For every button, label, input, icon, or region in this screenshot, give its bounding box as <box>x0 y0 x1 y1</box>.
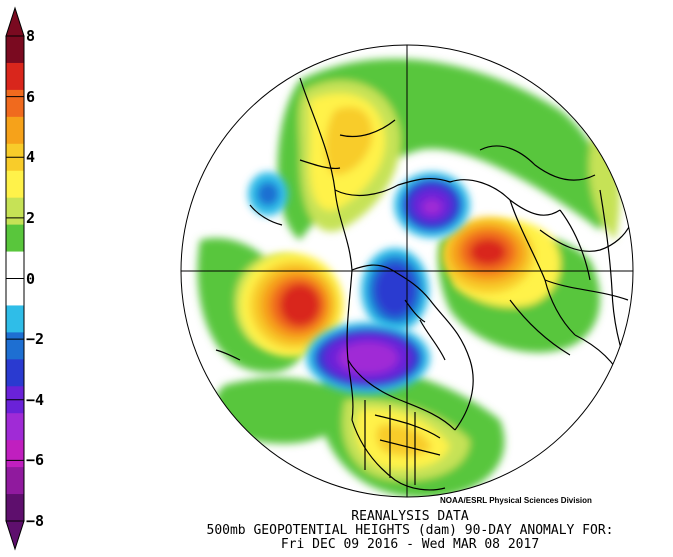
colorbar-segment <box>6 413 24 441</box>
colorbar-segment <box>6 278 24 306</box>
colorbar-tick-label: −6 <box>26 451 45 470</box>
colorbar-segment <box>6 494 24 522</box>
credit-label: NOAA/ESRL Physical Sciences Division <box>440 496 592 505</box>
colorbar-tick-label: −2 <box>26 330 45 349</box>
colorbar-segment <box>6 467 24 495</box>
caption-line-2: 500mb GEOPOTENTIAL HEIGHTS (dam) 90-DAY … <box>206 523 614 538</box>
colorbar-segment <box>6 359 24 387</box>
colorbar-tick-label: 0 <box>26 269 36 288</box>
colorbar-tick-label: −8 <box>26 512 45 530</box>
colorbar-segment <box>6 170 24 199</box>
colorbar-tick-label: 8 <box>26 27 36 45</box>
colorbar-segment <box>6 62 24 91</box>
colorbar-segment <box>6 251 24 279</box>
colorbar-tick-label: 6 <box>26 87 36 106</box>
colorbar-segment <box>6 305 24 333</box>
colorbar-segment <box>6 36 24 64</box>
colorbar-segment <box>6 116 24 145</box>
colorbar-segment <box>6 224 24 253</box>
color-scale-bar <box>5 6 25 551</box>
colorbar-tick-label: −4 <box>26 390 45 409</box>
caption-line-3: Fri DEC 09 2016 - Wed MAR 08 2017 <box>280 537 540 552</box>
colorbar-tick-label: 2 <box>26 208 36 227</box>
caption-line-1: REANALYSIS DATA <box>351 509 469 524</box>
globe-boundary <box>180 44 634 498</box>
colorbar-tick-label: 4 <box>26 148 36 167</box>
